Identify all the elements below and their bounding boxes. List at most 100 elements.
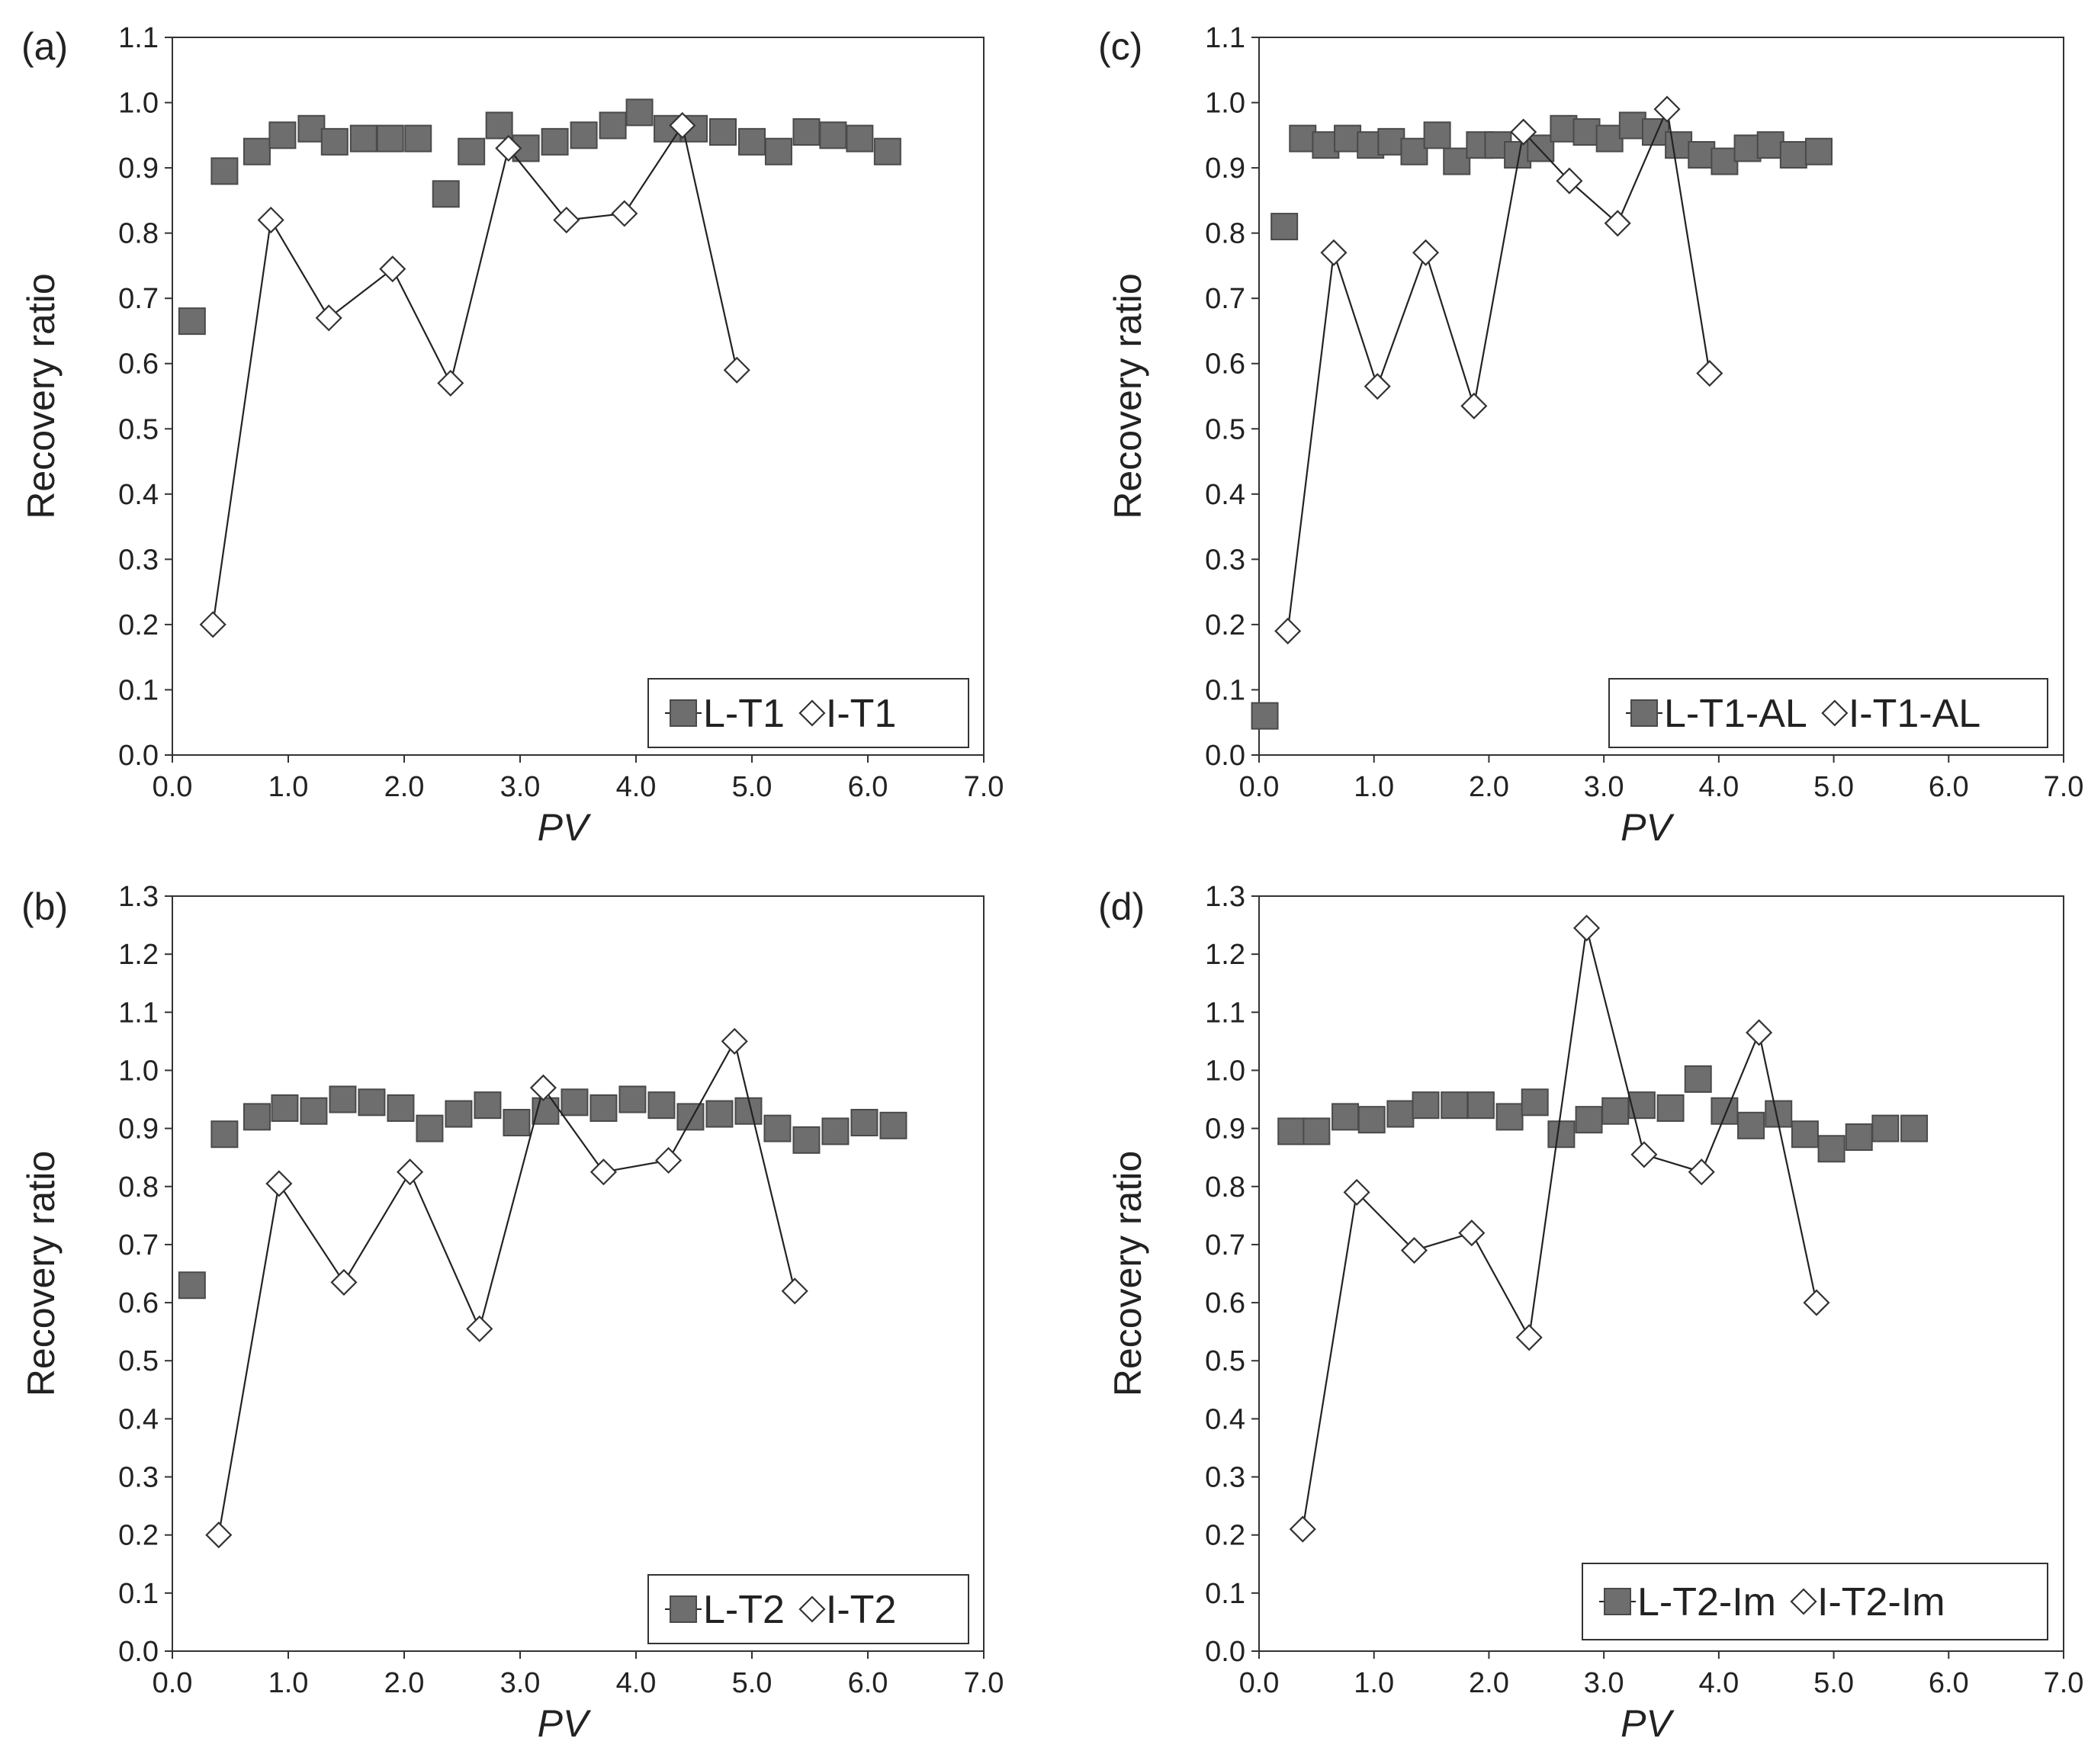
x-tick-label: 2.0 xyxy=(384,1667,425,1699)
data-point-square xyxy=(358,1088,386,1117)
y-tick-label: 0.8 xyxy=(118,1171,159,1203)
data-point-square xyxy=(1547,1120,1576,1149)
data-point-diamond xyxy=(1515,1324,1543,1351)
legend: L-T1 I-T1 xyxy=(647,678,969,748)
data-point-square xyxy=(1804,137,1833,165)
y-tick-label: 0.2 xyxy=(1205,609,1245,641)
chart-panel: 0.0 0.1 0.2 0.3 0.4 0.5 0.6 0.7 0.8 0.9 1.0 1.1 0.0 1… xyxy=(1098,22,2083,849)
y-tick-label: 1.1 xyxy=(1205,22,1245,54)
data-point-square xyxy=(458,137,486,165)
y-tick-label: 0.0 xyxy=(1205,740,1245,772)
chart-panel: 0.0 0.1 0.2 0.3 0.4 0.5 0.6 0.7 0.8 0.9 1.0 1.1 0.0 1… xyxy=(20,22,1004,849)
y-tick-label: 0.4 xyxy=(118,1403,159,1435)
data-point-square xyxy=(1711,147,1739,175)
data-point-square xyxy=(1466,1091,1495,1120)
x-tick-label: 6.0 xyxy=(848,771,888,803)
data-point-diamond xyxy=(1688,1158,1715,1186)
legend-square-marker xyxy=(670,699,697,727)
data-point-square xyxy=(329,1085,357,1113)
x-tick-label: 3.0 xyxy=(1584,1667,1624,1699)
data-point-square xyxy=(503,1109,531,1136)
y-tick-label: 0.3 xyxy=(118,1462,159,1494)
chart-panel: 0.0 0.1 0.2 0.3 0.4 0.5 0.6 0.7 0.8 0.9 1.0 1.1 1.2 1… xyxy=(20,881,1004,1745)
data-point-diamond xyxy=(437,369,464,397)
data-point-diamond xyxy=(1653,95,1681,123)
x-tick-label: 7.0 xyxy=(964,771,1004,803)
data-point-diamond xyxy=(1320,239,1348,266)
legend-diamond-marker xyxy=(798,1595,826,1623)
data-point-diamond xyxy=(1604,210,1631,237)
data-point-square xyxy=(1521,1088,1549,1117)
legend: L-T2 I-T2 xyxy=(647,1574,969,1644)
data-point-diamond xyxy=(257,206,284,234)
y-tick-label: 1.0 xyxy=(1205,1055,1245,1087)
data-point-square xyxy=(268,121,297,149)
plot-frame xyxy=(1258,37,2064,756)
legend-diamond-marker xyxy=(1821,699,1849,727)
data-point-square xyxy=(1737,1111,1765,1139)
data-point-square xyxy=(178,1271,206,1300)
data-point-square xyxy=(271,1094,299,1122)
panel-label: (d) xyxy=(1098,885,1145,928)
y-tick-label: 1.0 xyxy=(118,1055,159,1087)
x-tick-label: 7.0 xyxy=(2044,1667,2084,1699)
y-tick-label: 1.2 xyxy=(118,939,159,971)
data-point-diamond xyxy=(1556,167,1583,194)
y-tick-label: 1.0 xyxy=(1205,88,1245,120)
legend-label: I-T2 xyxy=(826,1588,896,1632)
data-point-diamond xyxy=(781,1277,808,1305)
y-tick-label: 0.1 xyxy=(118,1578,159,1610)
data-point-square xyxy=(1303,1117,1331,1145)
data-point-diamond xyxy=(315,304,342,332)
y-tick-label: 0.3 xyxy=(118,544,159,576)
data-point-square xyxy=(1684,1065,1712,1093)
data-point-square xyxy=(1423,121,1451,149)
data-point-diamond xyxy=(495,134,522,162)
legend: L-T1-AL I-T1-AL xyxy=(1608,678,2048,748)
data-point-diamond xyxy=(1289,1515,1316,1543)
x-tick-label: 4.0 xyxy=(1698,771,1739,803)
data-point-square xyxy=(705,1100,734,1128)
legend-square-marker xyxy=(1604,1588,1631,1615)
data-point-square xyxy=(432,180,460,208)
y-tick-label: 0.4 xyxy=(118,479,159,511)
y-tick-label: 0.3 xyxy=(1205,1462,1245,1494)
y-tick-label: 0.5 xyxy=(1205,413,1245,445)
y-tick-label: 0.6 xyxy=(118,349,159,381)
data-point-square xyxy=(589,1094,618,1122)
data-point-square xyxy=(1251,702,1279,730)
data-point-diamond xyxy=(1400,1236,1428,1264)
data-point-square xyxy=(738,127,766,156)
legend-label: L-T1 xyxy=(703,692,785,736)
data-point-square xyxy=(1332,1103,1360,1131)
data-point-square xyxy=(445,1100,473,1128)
data-point-square xyxy=(1779,140,1807,169)
x-tick-label: 2.0 xyxy=(384,771,425,803)
x-tick-label: 6.0 xyxy=(848,1667,888,1699)
data-point-square xyxy=(320,127,349,156)
y-tick-label: 1.3 xyxy=(118,881,159,913)
legend-label: I-T2-Im xyxy=(1817,1580,1945,1624)
y-axis-title: Recovery ratio xyxy=(20,273,63,519)
data-point-diamond xyxy=(553,206,580,234)
y-tick-label: 0.6 xyxy=(1205,1287,1245,1319)
y-tick-label: 0.2 xyxy=(1205,1520,1245,1552)
y-axis-title: Recovery ratio xyxy=(1107,1151,1149,1396)
y-tick-label: 0.6 xyxy=(118,1287,159,1319)
y-tick-label: 0.6 xyxy=(1205,349,1245,381)
data-point-square xyxy=(1386,1100,1415,1128)
data-point-diamond xyxy=(529,1074,557,1101)
series-I-T2-Im xyxy=(1289,914,1830,1543)
legend-label: L-T2 xyxy=(703,1588,785,1632)
data-point-square xyxy=(1688,140,1716,169)
data-point-square xyxy=(850,1109,879,1136)
data-point-square xyxy=(570,121,598,149)
data-point-square xyxy=(1495,1103,1524,1131)
legend-diamond-marker xyxy=(1790,1588,1817,1615)
y-tick-label: 1.0 xyxy=(118,88,159,120)
data-point-square xyxy=(300,1097,328,1125)
data-point-square xyxy=(1641,118,1669,146)
data-point-square xyxy=(541,127,569,156)
y-tick-label: 0.4 xyxy=(1205,1403,1245,1435)
